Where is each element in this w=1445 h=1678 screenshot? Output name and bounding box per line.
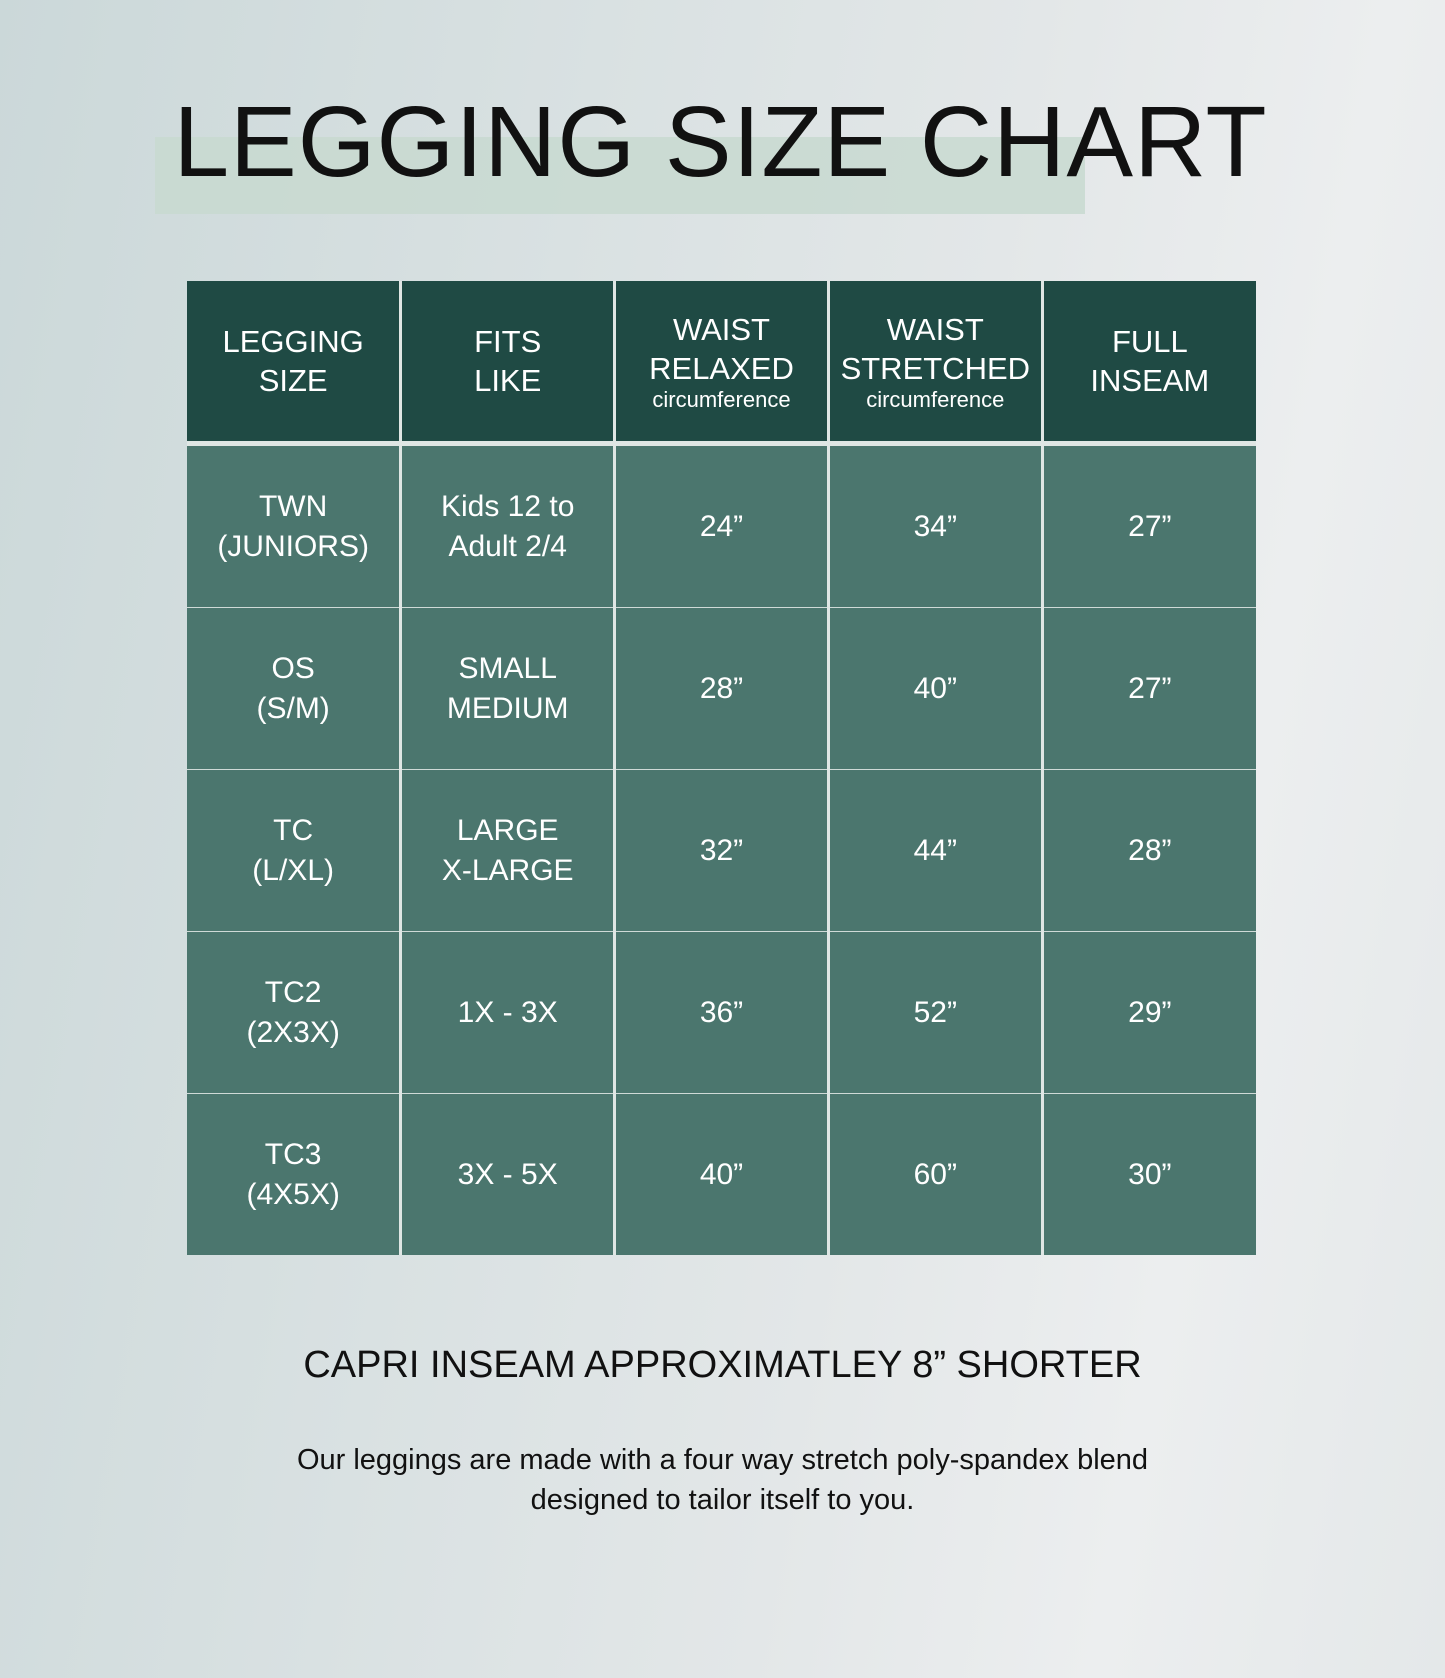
waist-relaxed-cell-text: 32” (699, 833, 744, 867)
fits-cell-text: SMALL (458, 651, 557, 685)
size-cell: TC (L/XL) (187, 769, 401, 932)
capri-note: CAPRI INSEAM APPROXIMATLEY 8” SHORTER (303, 1344, 1142, 1386)
size-cell: OS (S/M) (187, 607, 401, 770)
waist-relaxed-cell: 32” (613, 769, 829, 932)
waist-stretched-cell: 52” (826, 931, 1043, 1094)
waist-stretched-cell-text: 44” (913, 833, 957, 867)
inseam-cell-text: 28” (1128, 833, 1172, 867)
header-text: STRETCHED (840, 351, 1031, 386)
waist-relaxed-cell-text: 28” (699, 671, 744, 705)
waist-stretched-cell: 40” (826, 607, 1043, 770)
waist-stretched-cell: 60” (826, 1093, 1043, 1255)
size-cell-text: TC (273, 813, 314, 847)
size-cell: TWN (JUNIORS) (187, 443, 401, 608)
header-text: FULL (1111, 324, 1188, 359)
inseam-cell: 27” (1040, 607, 1256, 770)
size-cell-text: (L/XL) (252, 853, 334, 887)
header-text: FITS (474, 324, 542, 359)
table-row: TC3 (4X5X) 3X - 5X 40” 60” 30” (187, 1093, 1256, 1255)
fits-cell-text: Kids 12 to (440, 489, 575, 523)
header-text: WAIST (886, 312, 984, 347)
size-cell-text: OS (271, 651, 315, 685)
inseam-cell: 28” (1040, 769, 1256, 932)
size-cell-text: TWN (258, 489, 328, 523)
waist-relaxed-cell: 36” (613, 931, 829, 1094)
inseam-cell: 27” (1040, 443, 1256, 608)
inseam-cell-text: 27” (1128, 509, 1172, 543)
waist-stretched-cell-text: 60” (913, 1157, 957, 1191)
fits-cell: 1X - 3X (399, 931, 615, 1094)
size-cell-text: TC2 (264, 975, 322, 1009)
waist-relaxed-cell-text: 40” (699, 1157, 744, 1191)
fits-cell: SMALL MEDIUM (399, 607, 615, 770)
size-cell-text: (4X5X) (246, 1177, 340, 1211)
waist-stretched-cell-text: 34” (913, 509, 957, 543)
waist-stretched-cell-text: 52” (913, 995, 957, 1029)
column-header: WAIST RELAXED circumference (613, 281, 829, 446)
description-line: Our leggings are made with a four way st… (296, 1444, 1149, 1476)
fits-cell-text: 3X - 5X (457, 1157, 558, 1191)
title-highlight (155, 137, 1085, 214)
description-line: designed to tailor itself to you. (530, 1484, 915, 1516)
header-subtext: circumference (652, 387, 791, 412)
fits-cell-text: Adult 2/4 (448, 529, 567, 563)
inseam-cell: 29” (1040, 931, 1256, 1094)
size-table: LEGGING SIZE FITS LIKE WAIST RELAXED circumfer… (187, 281, 1256, 1255)
column-header: FULL INSEAM (1040, 281, 1256, 446)
waist-stretched-cell: 34” (826, 443, 1043, 608)
waist-relaxed-cell-text: 36” (699, 995, 744, 1029)
inseam-cell-text: 29” (1128, 995, 1172, 1029)
fits-cell-text: 1X - 3X (457, 995, 558, 1029)
fits-cell-text: LARGE (456, 813, 559, 847)
waist-relaxed-cell: 24” (613, 443, 829, 608)
column-header: FITS LIKE (399, 281, 615, 446)
waist-stretched-cell: 44” (826, 769, 1043, 932)
size-cell-text: (2X3X) (246, 1015, 340, 1049)
fits-cell-text: MEDIUM (446, 691, 569, 725)
column-header: WAIST STRETCHED circumference (826, 281, 1043, 446)
header-text: WAIST (672, 312, 770, 347)
table-row: TWN (JUNIORS) Kids 12 to Adult 2/4 24” 34” 27” (187, 443, 1256, 608)
waist-relaxed-cell-text: 24” (699, 509, 744, 543)
header-text: SIZE (258, 363, 328, 398)
size-cell-text: (JUNIORS) (217, 529, 369, 563)
waist-relaxed-cell: 40” (613, 1093, 829, 1255)
description: Our leggings are made with a four way st… (0, 1440, 1445, 1520)
fits-cell: LARGE X-LARGE (399, 769, 615, 932)
inseam-cell: 30” (1040, 1093, 1256, 1255)
table-row: TC2 (2X3X) 1X - 3X 36” 52” 29” (187, 931, 1256, 1094)
header-text: LIKE (474, 363, 542, 398)
table-row: OS (S/M) SMALL MEDIUM 28” 40” 27” (187, 607, 1256, 770)
page-title: LEGGING SIZE CHART (173, 86, 1268, 198)
size-cell: TC3 (4X5X) (187, 1093, 401, 1255)
inseam-cell-text: 27” (1128, 671, 1172, 705)
size-cell-text: (S/M) (256, 691, 330, 725)
header-row: LEGGING SIZE FITS LIKE WAIST RELAXED circumfer… (187, 281, 1256, 446)
header-text: INSEAM (1090, 363, 1210, 398)
column-header: LEGGING SIZE (187, 281, 401, 446)
fits-cell: 3X - 5X (399, 1093, 615, 1255)
waist-relaxed-cell: 28” (613, 607, 829, 770)
header-text: RELAXED (649, 351, 794, 386)
size-cell-text: TC3 (264, 1137, 322, 1171)
table-row: TC (L/XL) LARGE X-LARGE 32” 44” 28” (187, 769, 1256, 932)
size-cell: TC2 (2X3X) (187, 931, 401, 1094)
header-text: LEGGING (222, 324, 364, 359)
fits-cell-text: X-LARGE (441, 853, 574, 887)
inseam-cell-text: 30” (1128, 1157, 1172, 1191)
header-subtext: circumference (866, 387, 1005, 412)
waist-stretched-cell-text: 40” (913, 671, 957, 705)
fits-cell: Kids 12 to Adult 2/4 (399, 443, 615, 608)
